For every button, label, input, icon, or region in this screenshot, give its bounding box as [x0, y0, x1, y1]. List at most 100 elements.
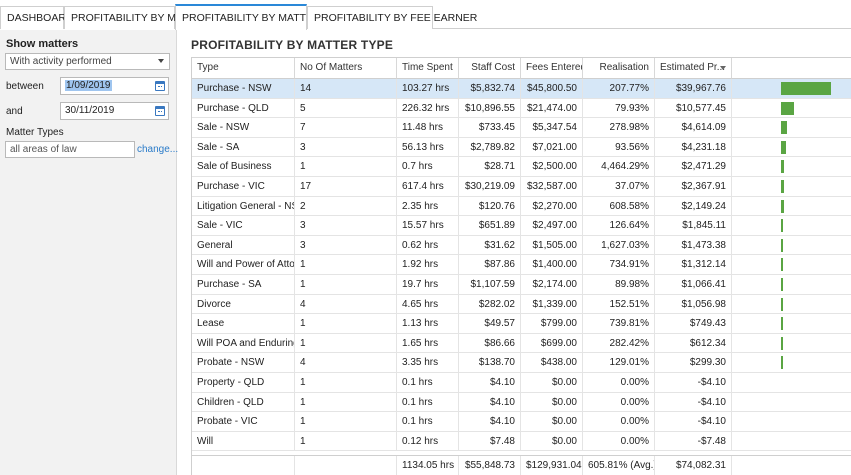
profit-bar: [781, 219, 784, 233]
table-row[interactable]: Purchase - NSW 14 103.27 hrs $5,832.74 $45,8…: [192, 79, 851, 99]
realisation-cell: 37.07%: [583, 177, 655, 196]
column-header-chart: [732, 58, 851, 79]
matters-cell: 1: [295, 275, 397, 294]
realisation-cell: 734.91%: [583, 255, 655, 275]
show-matters-select[interactable]: With activity performed: [5, 53, 170, 70]
table-row[interactable]: Litigation General - NSW22.35 hrs$120.76…: [192, 196, 851, 217]
profit-bar: [781, 238, 783, 252]
estimated-profit-cell: -$7.48: [655, 431, 732, 451]
calendar-icon[interactable]: [155, 106, 165, 116]
time-spent-cell: 0.7 hrs: [397, 157, 459, 177]
column-header-realisation[interactable]: Realisation: [583, 58, 655, 79]
table-row[interactable]: Will 1 0.12 hrs $7.48 $0.00 0.00% -$7.48: [192, 431, 851, 452]
type-cell: Sale - NSW: [192, 118, 295, 138]
estimated-profit-cell: $749.43: [655, 314, 732, 334]
matter-types-field[interactable]: all areas of law: [5, 141, 135, 158]
estimated-profit-cell: $10,577.45: [655, 98, 732, 118]
table-row[interactable]: Sale - VIC 3 15.57 hrs $651.89 $2,497.00 126.…: [192, 216, 851, 236]
type-cell: Will POA and Enduring: [192, 333, 295, 353]
matters-cell: 1: [295, 333, 397, 353]
time-spent-cell: 19.7 hrs: [397, 275, 459, 294]
table-row[interactable]: Divorce 4 4.65 hrs $282.02 $1,339.00 152.51% $…: [192, 294, 851, 315]
time-spent-cell: 3.35 hrs: [397, 353, 459, 373]
estimated-profit-cell: $1,845.11: [655, 216, 732, 236]
table-row[interactable]: Purchase - SA 1 19.7 hrs $1,107.59 $2,174.00…: [192, 275, 851, 295]
totals-time-cell: 1134.05 hrs: [397, 456, 459, 475]
column-header-staff-cost[interactable]: Staff Cost: [459, 58, 521, 79]
estimated-profit-cell: -$4.10: [655, 392, 732, 412]
matters-cell: 4: [295, 353, 397, 373]
matters-cell: 1: [295, 431, 397, 451]
profit-bar-cell: [732, 314, 851, 333]
column-header-no-of-matters[interactable]: No Of Matters: [295, 58, 397, 79]
time-spent-cell: 1.13 hrs: [397, 314, 459, 334]
table-row[interactable]: Property - QLD 1 0.1 hrs $4.10 $0.00 0.00% -$4…: [192, 373, 851, 393]
from-date-value: 1/09/2019: [65, 80, 112, 91]
time-spent-cell: 0.1 hrs: [397, 412, 459, 432]
table-row[interactable]: Probate - VIC 1 0.1 hrs $4.10 $0.00 0.00% -$4.…: [192, 412, 851, 432]
profit-bar-cell: [732, 275, 851, 294]
profit-bar-cell: [732, 157, 851, 176]
profit-bar-cell: [732, 138, 851, 157]
matters-cell: 7: [295, 118, 397, 138]
matters-cell: 1: [295, 373, 397, 392]
tab-profitability-by-matter-type[interactable]: PROFITABILITY BY MATTER TYPE: [175, 4, 351, 30]
estimated-profit-cell: -$4.10: [655, 373, 732, 392]
tab-profitability-by-fee-earner[interactable]: PROFITABILITY BY FEE EARNER: [307, 6, 477, 29]
table-row[interactable]: Purchase - VIC 17 617.4 hrs $30,219.09 $32,5…: [192, 177, 851, 197]
profit-bar: [781, 140, 787, 154]
staff-cost-cell: $282.02: [459, 294, 521, 314]
realisation-cell: 739.81%: [583, 314, 655, 334]
profit-bar-cell: [732, 177, 851, 196]
table-row[interactable]: Sale - NSW 7 11.48 hrs $733.45 $5,347.54 278.…: [192, 118, 851, 138]
table-row[interactable]: Sale of Business 1 0.7 hrs $28.71 $2,500.00 4…: [192, 157, 851, 177]
column-header-estimated-profit-label: Estimated Pr...: [660, 62, 726, 73]
profit-bar: [781, 82, 831, 95]
table-row[interactable]: Will POA and Enduring 1 1.65 hrs $86.66 $699…: [192, 333, 851, 354]
table-row[interactable]: Lease 1 1.13 hrs $49.57 $799.00 739.81% $749.4…: [192, 314, 851, 334]
estimated-profit-cell: $1,473.38: [655, 235, 732, 255]
realisation-cell: 126.64%: [583, 216, 655, 236]
column-header-type[interactable]: Type: [192, 58, 295, 79]
type-cell: Divorce: [192, 294, 295, 314]
estimated-profit-cell: $1,056.98: [655, 294, 732, 314]
table-row[interactable]: Probate - NSW 4 3.35 hrs $138.70 $438.00 129.…: [192, 353, 851, 373]
totals-type-cell: [192, 456, 295, 475]
matters-cell: 14: [295, 79, 397, 98]
realisation-cell: 207.77%: [583, 79, 655, 98]
realisation-cell: 4,464.29%: [583, 157, 655, 177]
tab-dashboards[interactable]: DASHBOARDS: [0, 6, 81, 29]
to-date-field[interactable]: 30/11/2019: [60, 102, 169, 120]
and-label: and: [6, 106, 23, 117]
calendar-icon[interactable]: [155, 81, 165, 91]
profit-bar-cell: [732, 99, 851, 118]
profit-bar-cell: [732, 393, 851, 412]
profit-bar: [781, 356, 783, 370]
column-header-fees-entered[interactable]: Fees Entered: [521, 58, 583, 79]
chevron-down-icon: [158, 59, 164, 63]
type-cell: Probate - NSW: [192, 353, 295, 373]
staff-cost-cell: $138.70: [459, 353, 521, 373]
staff-cost-cell: $4.10: [459, 412, 521, 432]
column-header-estimated-profit[interactable]: Estimated Pr...: [655, 58, 732, 79]
tab-profitability-by-matter[interactable]: PROFITABILITY BY MATTER: [64, 6, 210, 29]
table-row[interactable]: Purchase - QLD 5 226.32 hrs $10,896.55 $21,4…: [192, 98, 851, 119]
matters-cell: 1: [295, 412, 397, 432]
table-row[interactable]: Will and Power of Attorney11.92 hrs$87.8…: [192, 255, 851, 275]
staff-cost-cell: $86.66: [459, 333, 521, 353]
time-spent-cell: 226.32 hrs: [397, 98, 459, 118]
column-header-time-spent[interactable]: Time Spent: [397, 58, 459, 79]
profit-bar-cell: [732, 118, 851, 137]
to-date-value: 30/11/2019: [65, 105, 115, 116]
table-row[interactable]: General 3 0.62 hrs $31.62 $1,505.00 1,627.03%…: [192, 235, 851, 256]
profit-bar-cell: [732, 295, 851, 314]
profit-bar-cell: [732, 373, 851, 392]
totals-row: 1134.05 hrs $55,848.73 $129,931.04 605.8…: [192, 455, 851, 475]
change-matter-types-link[interactable]: change...: [137, 144, 179, 155]
from-date-field[interactable]: 1/09/2019: [60, 77, 169, 95]
fees-entered-cell: $1,400.00: [521, 255, 583, 275]
type-cell: Purchase - VIC: [192, 177, 295, 196]
table-row[interactable]: Children - QLD 1 0.1 hrs $4.10 $0.00 0.00% -$4…: [192, 392, 851, 413]
type-cell: Children - QLD: [192, 392, 295, 412]
table-row[interactable]: Sale - SA 3 56.13 hrs $2,789.82 $7,021.00 93.…: [192, 137, 851, 158]
